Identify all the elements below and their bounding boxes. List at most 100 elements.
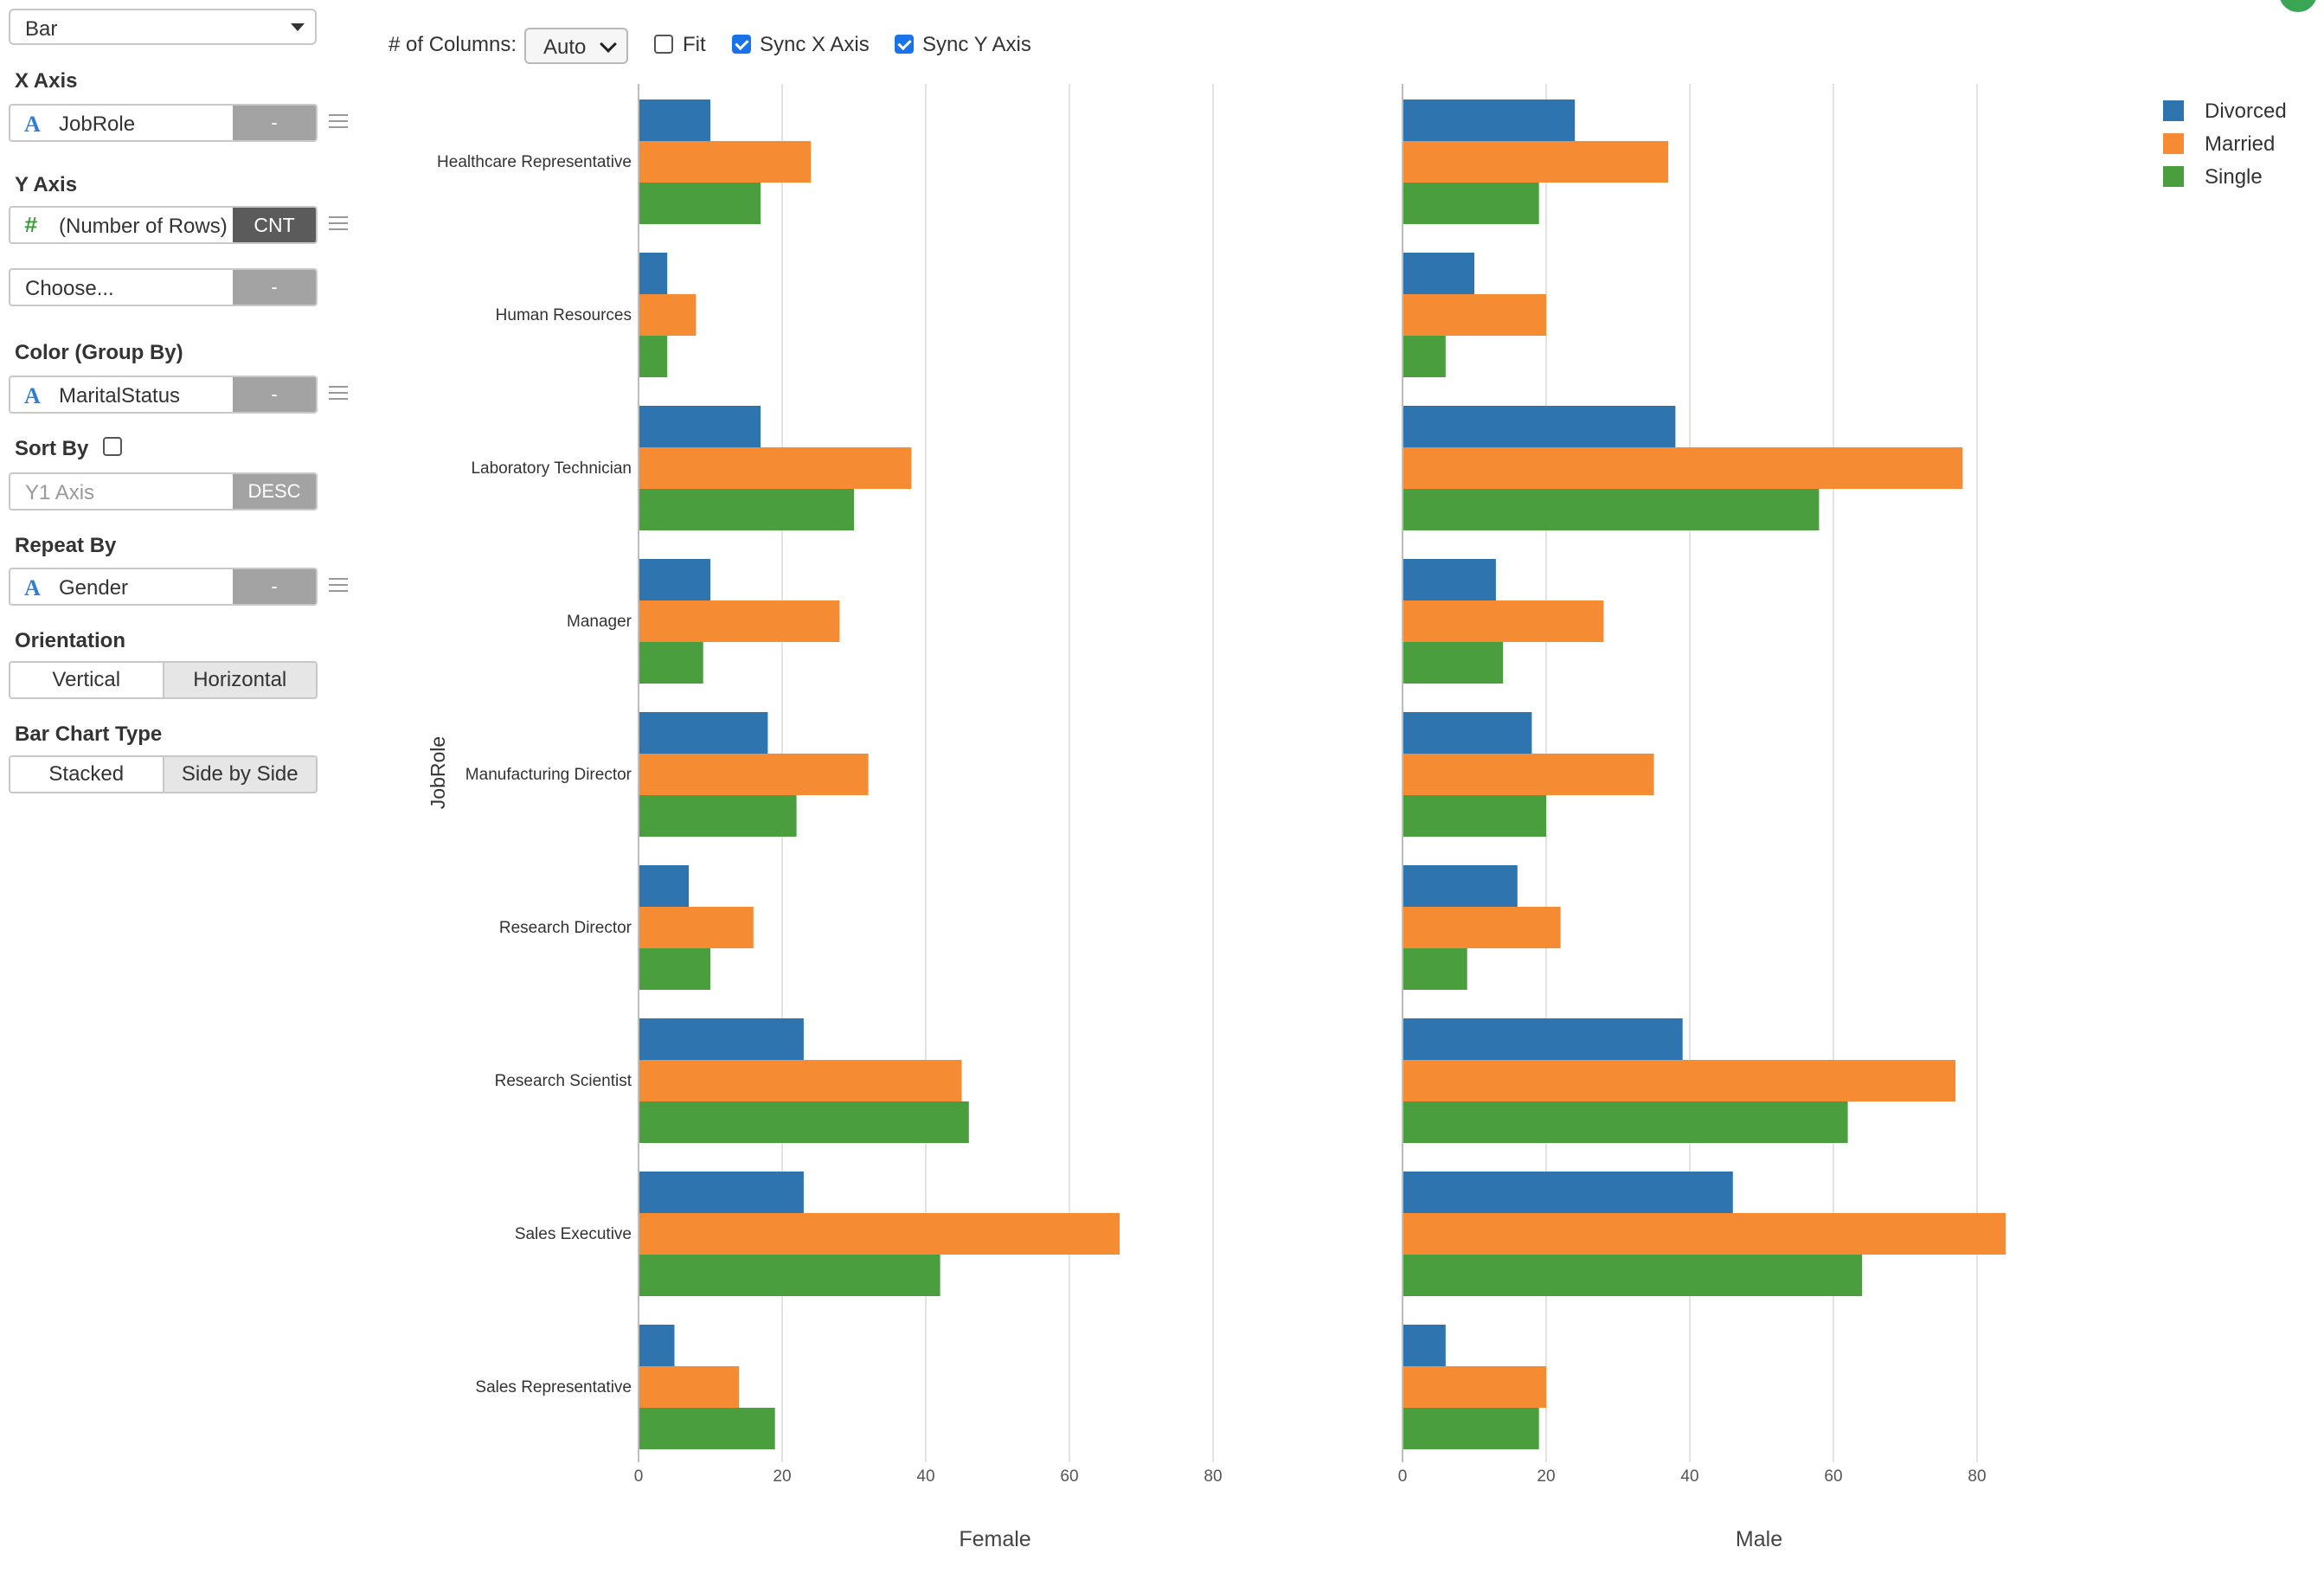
string-type-icon: A — [24, 575, 41, 600]
sync-y-axis-checkbox[interactable] — [895, 35, 914, 54]
legend-swatch-married — [2163, 133, 2184, 154]
bar-female-single — [639, 336, 668, 377]
color-section-label: Color (Group By) — [15, 341, 183, 364]
orientation-horizontal[interactable]: Horizontal — [162, 663, 316, 697]
sync-x-axis-checkbox[interactable] — [732, 35, 751, 54]
sort-by-checkbox[interactable] — [103, 437, 122, 456]
color-agg-button[interactable]: - — [233, 377, 316, 412]
bar-male-single — [1403, 336, 1446, 377]
y2-axis-agg-button[interactable]: - — [233, 270, 316, 305]
bar-female-married — [639, 754, 869, 795]
bar-female-divorced — [639, 712, 768, 754]
bar-type-section-label: Bar Chart Type — [15, 722, 163, 746]
fit-checkbox[interactable] — [654, 35, 673, 54]
bar-male-married — [1403, 141, 1669, 183]
bar-female-married — [639, 600, 840, 642]
bar-female-single — [639, 1408, 775, 1449]
bar-male-married — [1403, 754, 1654, 795]
y-tick-label: Sales Executive — [515, 1225, 632, 1243]
y-tick-label: Laboratory Technician — [471, 459, 632, 478]
bar-female-married — [639, 1213, 1120, 1255]
bar-male-divorced — [1403, 865, 1518, 907]
y-axis-section-label: Y Axis — [15, 173, 78, 196]
y-axis-field[interactable]: # (Number of Rows) CNT — [9, 206, 318, 244]
bar-male-divorced — [1403, 253, 1474, 294]
y-tick-label: Manager — [567, 613, 632, 631]
legend-swatch-divorced — [2163, 100, 2184, 121]
y-tick-label: Research Scientist — [495, 1072, 632, 1090]
bar-type-stacked[interactable]: Stacked — [10, 757, 163, 792]
bar-female-married — [639, 141, 812, 183]
y2-axis-field[interactable]: Choose... - — [9, 268, 318, 306]
bar-female-divorced — [639, 100, 710, 141]
number-type-icon: # — [24, 213, 38, 239]
x-tick-label-male: 20 — [1537, 1467, 1555, 1486]
bar-female-single — [639, 948, 710, 990]
bar-female-divorced — [639, 1172, 804, 1213]
x-axis-drag-handle-icon[interactable] — [329, 114, 348, 132]
repeat-drag-handle-icon[interactable] — [329, 578, 348, 596]
bar-male-divorced — [1403, 1018, 1683, 1060]
color-drag-handle-icon[interactable] — [329, 386, 348, 404]
columns-select[interactable]: Auto — [524, 28, 628, 64]
legend-label-married[interactable]: Married — [2205, 132, 2276, 156]
x-tick-label-male: 80 — [1968, 1467, 1986, 1486]
bar-female-single — [639, 795, 797, 837]
facet-label-male: Male — [1736, 1527, 1782, 1551]
repeat-section-label: Repeat By — [15, 534, 117, 557]
bar-female-single — [639, 642, 703, 684]
x-axis-section-label: X Axis — [15, 69, 78, 93]
color-field[interactable]: A MaritalStatus - — [9, 376, 318, 414]
legend-label-single[interactable]: Single — [2205, 165, 2263, 189]
columns-value: Auto — [543, 35, 587, 59]
x-axis-field[interactable]: A JobRole - — [9, 104, 318, 142]
sort-order-button[interactable]: DESC — [233, 474, 316, 509]
bar-type-side-by-side[interactable]: Side by Side — [162, 757, 316, 792]
y-axis-column: (Number of Rows) — [59, 215, 228, 238]
y-axis-drag-handle-icon[interactable] — [329, 216, 348, 234]
bar-female-divorced — [639, 1018, 804, 1060]
sync-x-axis-label: Sync X Axis — [760, 33, 870, 56]
bar-male-married — [1403, 294, 1546, 336]
orientation-vertical[interactable]: Vertical — [10, 663, 163, 697]
x-tick-label-male: 60 — [1824, 1467, 1842, 1486]
bar-male-single — [1403, 1101, 1848, 1143]
chart-config-panel: Bar X Axis A JobRole - Y Axis # (Number … — [0, 0, 348, 1573]
y-tick-label: Human Resources — [496, 306, 632, 324]
string-type-icon: A — [24, 112, 41, 137]
y-tick-label: Research Director — [499, 919, 632, 937]
sort-field[interactable]: Y1 Axis DESC — [9, 472, 318, 510]
bar-female-married — [639, 447, 912, 489]
bar-female-divorced — [639, 1325, 675, 1366]
bar-male-divorced — [1403, 1325, 1446, 1366]
bar-male-single — [1403, 795, 1546, 837]
bar-type-toggle[interactable]: Stacked Side by Side — [9, 755, 318, 793]
y-tick-label: Manufacturing Director — [465, 766, 632, 784]
bar-male-married — [1403, 600, 1604, 642]
chart-type-select[interactable]: Bar — [9, 9, 317, 45]
fit-label: Fit — [683, 33, 706, 56]
y2-axis-placeholder: Choose... — [25, 277, 114, 300]
y-axis-title: JobRole — [427, 736, 449, 809]
sort-section-label: Sort By — [15, 437, 89, 460]
bar-male-divorced — [1403, 100, 1576, 141]
repeat-field[interactable]: A Gender - — [9, 568, 318, 606]
x-tick-label-female: 80 — [1204, 1467, 1222, 1486]
y-axis-agg-button[interactable]: CNT — [233, 208, 316, 242]
bar-male-divorced — [1403, 1172, 1733, 1213]
user-avatar[interactable] — [2279, 0, 2317, 12]
bar-male-married — [1403, 1060, 1956, 1101]
x-tick-label-female: 20 — [773, 1467, 791, 1486]
x-tick-label-male: 40 — [1680, 1467, 1698, 1486]
string-type-icon: A — [24, 383, 41, 408]
x-axis-agg-button[interactable]: - — [233, 106, 316, 140]
sort-field-placeholder: Y1 Axis — [25, 481, 95, 504]
orientation-toggle[interactable]: Vertical Horizontal — [9, 661, 318, 699]
bar-female-divorced — [639, 559, 710, 600]
bar-male-single — [1403, 489, 1820, 530]
legend-swatch-single — [2163, 166, 2184, 187]
legend-label-divorced[interactable]: Divorced — [2205, 100, 2287, 123]
repeat-agg-button[interactable]: - — [233, 569, 316, 604]
facet-label-female: Female — [959, 1527, 1030, 1551]
